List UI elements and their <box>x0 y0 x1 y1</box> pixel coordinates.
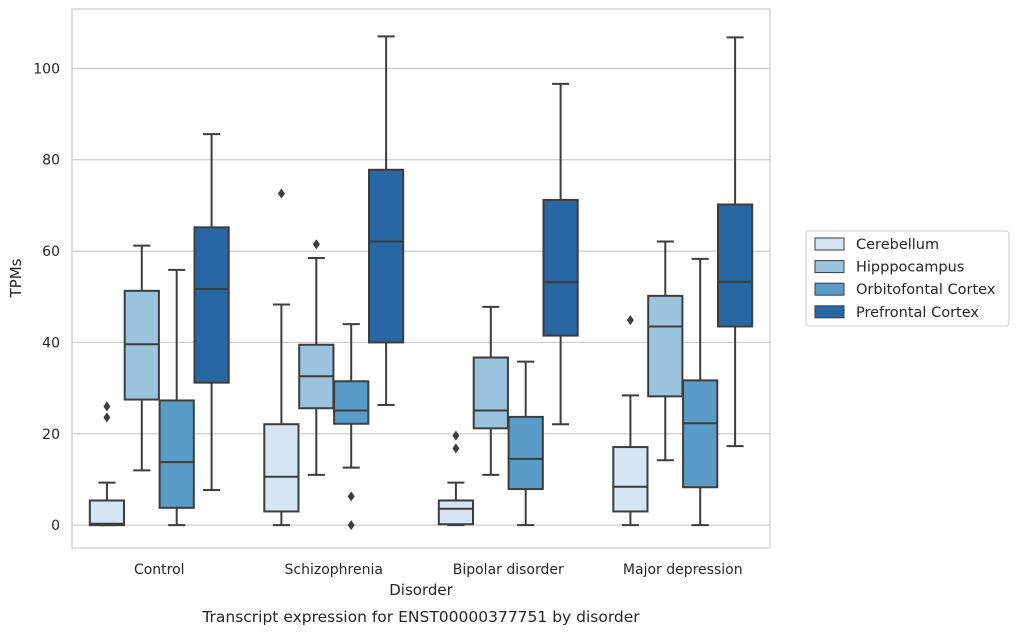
box <box>193 226 230 384</box>
x-tick-label: Bipolar disorder <box>453 562 564 578</box>
box <box>263 423 300 513</box>
x-tick-labels: Control Schizophrenia Bipolar disorder Majo… <box>134 562 743 578</box>
box-group <box>682 257 719 527</box>
box <box>158 399 195 509</box>
legend-label: Orbitofontal Cortex <box>856 282 996 298</box>
box <box>647 294 684 398</box>
series-hipppocampus <box>123 239 684 476</box>
box-group <box>88 401 126 527</box>
box-group <box>193 133 230 491</box>
box-group <box>472 305 509 476</box>
box <box>612 446 649 513</box>
boxes <box>88 35 754 531</box>
y-tick-label: 40 <box>42 335 60 351</box>
legend-frame <box>805 230 1010 327</box>
box <box>716 203 754 328</box>
outlier-point <box>312 239 320 250</box>
box-group <box>158 268 195 527</box>
box-group <box>298 239 335 476</box>
series-orbitofontal-cortex <box>158 257 719 531</box>
box-group <box>367 35 405 407</box>
series-prefrontal-cortex <box>193 35 754 491</box>
legend-swatch <box>814 282 845 296</box>
chart-caption: Transcript expression for ENST0000037775… <box>201 608 640 626</box>
series-cerebellum <box>88 188 649 527</box>
legend-items: Cerebellum Hipppocampus Orbitofontal Corte… <box>814 237 996 321</box>
x-axis-label: Disorder <box>389 581 453 599</box>
y-tick-label: 100 <box>33 61 60 77</box>
legend-label: Prefrontal Cortex <box>856 305 979 321</box>
x-tick-label: Schizophrenia <box>285 562 383 578</box>
legend: Cerebellum Hipppocampus Orbitofontal Corte… <box>805 230 1010 327</box>
box-group <box>507 360 544 527</box>
y-axis-label: TPMs <box>7 258 25 298</box>
y-tick-label: 80 <box>42 153 60 169</box>
box <box>682 379 719 489</box>
outlier-point <box>103 401 111 412</box>
legend-swatch <box>814 305 845 319</box>
legend-swatch <box>814 260 845 274</box>
outlier-point <box>626 315 634 326</box>
outlier-point <box>347 491 355 502</box>
box <box>507 415 544 491</box>
box <box>88 499 126 527</box>
outlier-point <box>452 443 460 454</box>
box-group <box>647 240 684 462</box>
box-group <box>612 315 649 527</box>
outlier-point <box>347 520 355 531</box>
x-tick-label: Major depression <box>623 562 743 578</box>
x-tick-label: Control <box>134 562 185 578</box>
box-group <box>333 323 370 531</box>
legend-label: Hipppocampus <box>856 260 964 276</box>
plot-frame <box>71 8 771 549</box>
box-group <box>263 188 300 527</box>
outlier-point <box>103 412 111 423</box>
box-group <box>437 430 475 527</box>
box-group <box>542 82 579 426</box>
legend-swatch <box>814 237 845 251</box>
box <box>333 380 370 425</box>
y-tick-labels: 0 20 40 60 80 100 <box>33 61 60 534</box>
box <box>437 499 475 526</box>
box <box>472 356 509 430</box>
outlier-point <box>277 188 285 199</box>
box <box>367 168 405 344</box>
legend-label: Cerebellum <box>856 237 939 253</box>
y-tick-label: 0 <box>51 518 60 534</box>
y-tick-label: 60 <box>42 244 60 260</box>
y-tick-label: 20 <box>42 427 60 443</box>
box-group <box>123 244 160 472</box>
box <box>542 198 579 337</box>
box-group <box>716 36 754 448</box>
outlier-point <box>452 430 460 441</box>
